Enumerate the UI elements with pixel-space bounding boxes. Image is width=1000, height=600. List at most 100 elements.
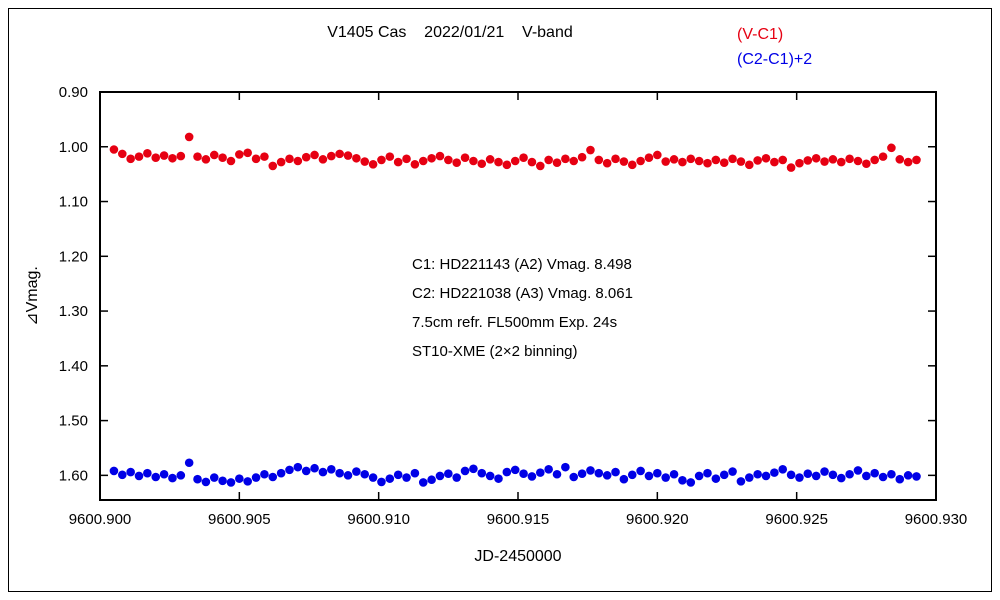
data-point-v-c1 <box>126 154 135 164</box>
y-tick-label: 0.90 <box>59 84 88 101</box>
data-point-v-c1 <box>510 156 520 166</box>
data-point-c2-c1 <box>452 473 461 482</box>
data-point-v-c1 <box>903 157 913 167</box>
data-point-c2-c1 <box>836 473 846 483</box>
data-point-v-c1 <box>168 153 177 163</box>
data-point-v-c1 <box>410 159 420 169</box>
data-point-v-c1 <box>343 151 353 160</box>
y-tick-label: 1.00 <box>59 139 88 156</box>
data-point-v-c1 <box>335 149 344 159</box>
data-point-v-c1 <box>836 157 846 167</box>
data-point-v-c1 <box>176 151 186 161</box>
data-point-c2-c1 <box>209 473 219 482</box>
data-point-v-c1 <box>209 150 219 160</box>
data-point-v-c1 <box>285 154 294 164</box>
data-point-v-c1 <box>594 155 604 165</box>
data-point-v-c1 <box>786 163 796 172</box>
data-point-c2-c1 <box>594 468 604 478</box>
legend-entry: (C2-C1)+2 <box>737 51 813 68</box>
data-point-v-c1 <box>870 155 879 165</box>
data-point-c2-c1 <box>427 475 436 485</box>
data-point-v-c1 <box>310 150 319 160</box>
data-point-v-c1 <box>251 154 261 164</box>
data-point-c2-c1 <box>335 468 344 478</box>
data-point-v-c1 <box>803 156 813 165</box>
y-tick-label: 1.50 <box>59 413 88 430</box>
data-point-v-c1 <box>669 155 679 164</box>
data-point-c2-c1 <box>193 474 202 484</box>
data-point-v-c1 <box>761 153 771 163</box>
data-point-v-c1 <box>878 152 888 161</box>
data-point-c2-c1 <box>460 466 470 476</box>
data-point-v-c1 <box>134 152 144 161</box>
y-axis-label: ⊿Vmag. <box>24 266 41 326</box>
data-point-c2-c1 <box>719 470 729 480</box>
data-point-c2-c1 <box>845 469 854 479</box>
data-point-v-c1 <box>519 153 528 163</box>
data-point-v-c1 <box>778 155 788 165</box>
data-point-c2-c1 <box>912 472 921 481</box>
data-point-c2-c1 <box>895 474 905 484</box>
data-point-c2-c1 <box>870 468 879 478</box>
data-point-v-c1 <box>552 158 562 167</box>
data-point-c2-c1 <box>627 470 637 480</box>
legend-entry: (V-C1) <box>737 26 784 43</box>
y-tick-label: 1.10 <box>59 194 88 211</box>
x-tick-label: 9600.920 <box>626 511 689 528</box>
data-point-c2-c1 <box>477 468 487 478</box>
data-point-c2-c1 <box>126 467 135 477</box>
data-point-v-c1 <box>653 150 662 160</box>
data-point-c2-c1 <box>694 471 704 481</box>
data-point-c2-c1 <box>887 469 896 479</box>
data-point-c2-c1 <box>410 468 420 478</box>
data-point-c2-c1 <box>243 477 252 486</box>
data-point-v-c1 <box>184 132 194 142</box>
data-point-v-c1 <box>143 149 152 158</box>
data-point-c2-c1 <box>435 471 445 481</box>
data-point-v-c1 <box>109 145 119 154</box>
data-point-v-c1 <box>728 154 737 164</box>
data-point-c2-c1 <box>117 470 127 480</box>
data-point-c2-c1 <box>184 458 194 468</box>
data-point-c2-c1 <box>109 466 119 476</box>
data-point-c2-c1 <box>602 471 612 480</box>
data-point-v-c1 <box>853 156 863 166</box>
data-point-c2-c1 <box>143 468 152 478</box>
data-point-v-c1 <box>393 157 403 167</box>
data-point-v-c1 <box>117 149 127 159</box>
data-point-v-c1 <box>494 157 503 167</box>
chart-title: V1405 Cas 2022/01/21 V-band <box>327 24 573 41</box>
data-point-v-c1 <box>368 159 378 169</box>
data-point-v-c1 <box>293 156 303 166</box>
x-tick-label: 9600.915 <box>487 511 550 528</box>
x-tick-label: 9600.930 <box>905 511 968 528</box>
data-point-c2-c1 <box>310 463 319 473</box>
data-point-c2-c1 <box>686 478 696 487</box>
data-point-c2-c1 <box>360 469 370 479</box>
data-point-c2-c1 <box>218 476 227 486</box>
annotation-line: ST10-XME (2×2 binning) <box>412 343 578 360</box>
data-point-v-c1 <box>602 158 612 168</box>
data-point-c2-c1 <box>586 466 595 475</box>
data-point-v-c1 <box>887 143 896 153</box>
data-point-c2-c1 <box>820 467 829 476</box>
data-point-c2-c1 <box>535 468 545 477</box>
data-point-c2-c1 <box>168 473 177 483</box>
data-point-c2-c1 <box>260 469 269 479</box>
data-point-c2-c1 <box>903 471 913 480</box>
data-point-c2-c1 <box>661 473 670 482</box>
data-point-v-c1 <box>703 158 712 168</box>
data-point-c2-c1 <box>552 469 562 479</box>
data-point-v-c1 <box>845 154 854 164</box>
data-point-v-c1 <box>201 155 211 164</box>
data-point-c2-c1 <box>744 473 754 482</box>
data-point-v-c1 <box>226 156 236 166</box>
data-point-c2-c1 <box>201 477 211 487</box>
data-point-v-c1 <box>561 154 570 164</box>
data-point-c2-c1 <box>527 472 537 481</box>
data-point-v-c1 <box>719 158 729 167</box>
data-point-c2-c1 <box>644 471 654 481</box>
data-point-c2-c1 <box>636 466 645 476</box>
data-point-v-c1 <box>218 153 227 163</box>
